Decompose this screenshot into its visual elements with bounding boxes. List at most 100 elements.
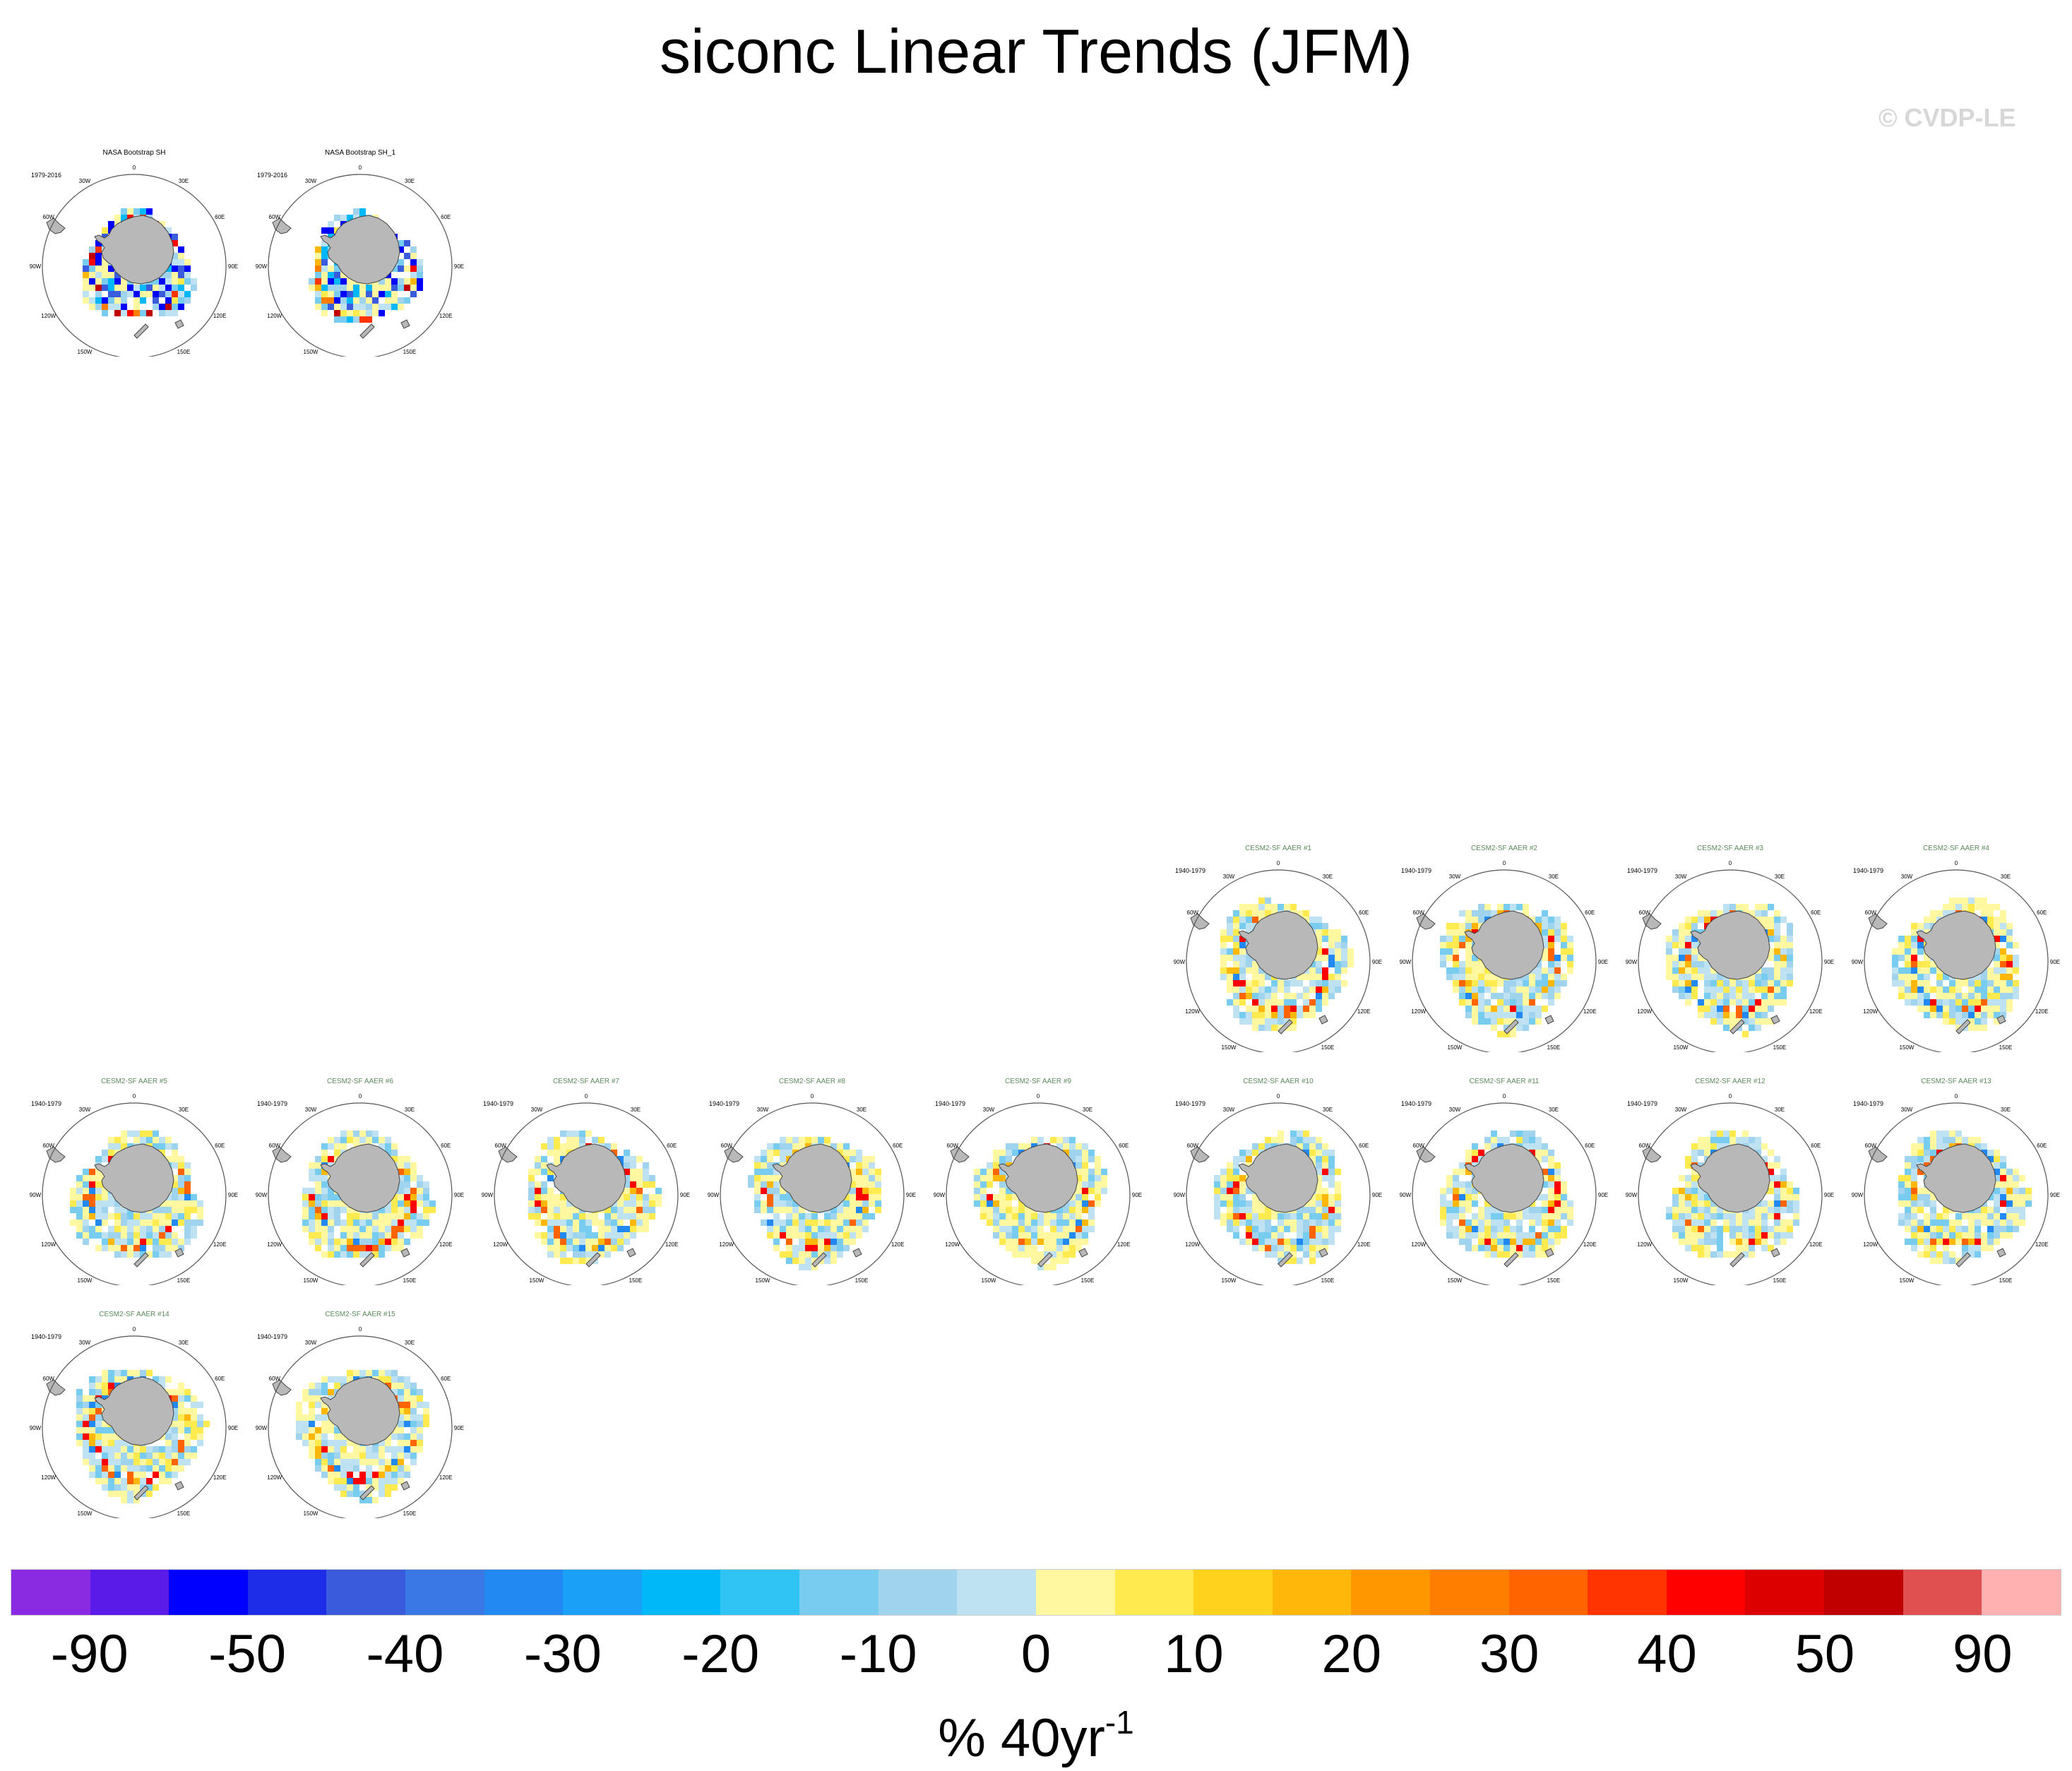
longitude-label: 30E (2001, 873, 2011, 880)
map-boundary (1864, 869, 2049, 1052)
map-panel: NASA Bootstrap SH_1 1979-2016 0 30E 60E 90E 12… (254, 145, 466, 357)
longitude-label: 60W (947, 1143, 959, 1149)
new-zealand-landmass (1504, 1252, 1519, 1268)
map-panel: CESM2-SF AAER #13 1940-1979 0 30E 60E 90E 120E… (1850, 1073, 2062, 1285)
map-boundary (1864, 1102, 2049, 1285)
longitude-label: 0 (1729, 860, 1732, 866)
longitude-label: 90E (454, 263, 464, 270)
panel-title: CESM2-SF AAER #1 (1245, 845, 1311, 852)
antarctica-landmass (1464, 910, 1544, 980)
colorbar-swatch (1903, 1570, 1982, 1615)
antarctica-landmass (1690, 910, 1770, 980)
longitude-label: 60W (43, 1376, 55, 1382)
longitude-label: 0 (359, 1326, 362, 1332)
polar-map: CESM2-SF AAER #12 1940-1979 0 30E 60E 90E 120E… (1626, 1078, 1834, 1285)
longitude-label: 120E (2035, 1008, 2049, 1015)
new-zealand-landmass (1955, 1252, 1971, 1268)
south-america-landmass (1642, 1146, 1662, 1163)
longitude-label: 150W (1674, 1277, 1689, 1284)
longitude-label: 150E (1773, 1044, 1787, 1051)
colorbar-swatch (1666, 1570, 1746, 1615)
colorbar-units-exponent: -1 (1105, 1704, 1134, 1741)
colorbar-tick-label: 50 (1794, 1624, 1855, 1684)
map-boundary (946, 1102, 1131, 1285)
longitude-label: 30W (305, 178, 317, 184)
longitude-label: 150E (1999, 1044, 2013, 1051)
longitude-label: 150E (1773, 1277, 1787, 1284)
map-panel: CESM2-SF AAER #5 1940-1979 0 30E 60E 90E 120E 1… (28, 1073, 240, 1285)
longitude-label: 120W (267, 1474, 282, 1481)
copyright-watermark: © CVDP-LE (1879, 103, 2016, 132)
longitude-label: 120E (1809, 1008, 1823, 1015)
new-zealand-landmass (359, 323, 375, 339)
panel-title: NASA Bootstrap SH (103, 149, 166, 157)
colorbar-tick-label: -50 (208, 1624, 286, 1684)
longitude-label: 0 (585, 1093, 588, 1099)
longitude-label: 30W (305, 1107, 317, 1113)
longitude-label: 0 (1955, 1093, 1958, 1099)
tasmania-landmass (1544, 1248, 1554, 1258)
longitude-label: 60E (893, 1143, 903, 1149)
new-zealand-landmass (359, 1485, 375, 1501)
panel-title: CESM2-SF AAER #10 (1243, 1078, 1314, 1085)
longitude-label: 120E (891, 1241, 905, 1248)
longitude-label: 90W (1174, 959, 1186, 965)
colorbar-swatch (1508, 1570, 1588, 1615)
longitude-label: 0 (359, 165, 362, 171)
longitude-label: 150W (78, 1510, 93, 1517)
longitude-label: 90E (1598, 959, 1608, 965)
longitude-label: 150W (756, 1277, 770, 1284)
panel-title: NASA Bootstrap SH_1 (325, 149, 395, 157)
new-zealand-landmass (1729, 1019, 1745, 1034)
longitude-label: 90E (454, 1425, 464, 1431)
longitude-label: 150W (1222, 1277, 1237, 1284)
map-boundary (1186, 1102, 1371, 1285)
longitude-label: 30E (405, 1107, 415, 1113)
tasmania-landmass (852, 1248, 862, 1258)
longitude-label: 150E (1321, 1044, 1335, 1051)
antarctica-landmass (546, 1143, 626, 1213)
map-boundary (268, 1102, 453, 1285)
new-zealand-landmass (133, 1252, 149, 1268)
south-america-landmass (1416, 913, 1436, 930)
polar-map: CESM2-SF AAER #11 1940-1979 0 30E 60E 90E 120E… (1400, 1078, 1608, 1285)
longitude-label: 30E (179, 1107, 189, 1113)
longitude-label: 120E (213, 1241, 227, 1248)
longitude-label: 90W (708, 1192, 720, 1198)
colorbar-swatch (1824, 1570, 1903, 1615)
map-panel: CESM2-SF AAER #10 1940-1979 0 30E 60E 90E 120E… (1172, 1073, 1384, 1285)
longitude-label: 150W (1448, 1044, 1463, 1051)
colorbar-swatch (247, 1570, 327, 1615)
panel-title: CESM2-SF AAER #6 (327, 1078, 393, 1085)
longitude-label: 150E (177, 349, 191, 355)
longitude-label: 30E (405, 1340, 415, 1346)
longitude-label: 60W (1187, 910, 1199, 916)
panel-period: 1940-1979 (935, 1100, 965, 1107)
map-panel: CESM2-SF AAER #4 1940-1979 0 30E 60E 90E 120E 1… (1850, 840, 2062, 1052)
longitude-label: 60E (1811, 1143, 1821, 1149)
longitude-label: 150E (1999, 1277, 2013, 1284)
panel-period: 1940-1979 (31, 1333, 61, 1340)
longitude-label: 60E (2037, 910, 2047, 916)
longitude-label: 30W (305, 1340, 317, 1346)
longitude-label: 30W (79, 1340, 91, 1346)
tasmania-landmass (1544, 1015, 1554, 1025)
longitude-label: 60W (1639, 910, 1651, 916)
colorbar-swatch (1351, 1570, 1430, 1615)
longitude-label: 120W (1637, 1241, 1652, 1248)
antarctica-landmass (320, 1143, 400, 1213)
antarctica-landmass (94, 1376, 174, 1446)
longitude-label: 90W (934, 1192, 946, 1198)
longitude-label: 150E (1081, 1277, 1095, 1284)
longitude-label: 120E (439, 313, 453, 319)
panel-title: CESM2-SF AAER #5 (101, 1078, 167, 1085)
polar-map: CESM2-SF AAER #4 1940-1979 0 30E 60E 90E 120E 1… (1852, 845, 2060, 1052)
new-zealand-landmass (1278, 1252, 1293, 1268)
longitude-label: 0 (1955, 860, 1958, 866)
new-zealand-landmass (359, 1252, 375, 1268)
longitude-label: 60W (43, 1143, 55, 1149)
longitude-label: 120E (2035, 1241, 2049, 1248)
colorbar-swatch (1429, 1570, 1509, 1615)
south-america-landmass (272, 1379, 292, 1396)
longitude-label: 60E (1359, 1143, 1369, 1149)
